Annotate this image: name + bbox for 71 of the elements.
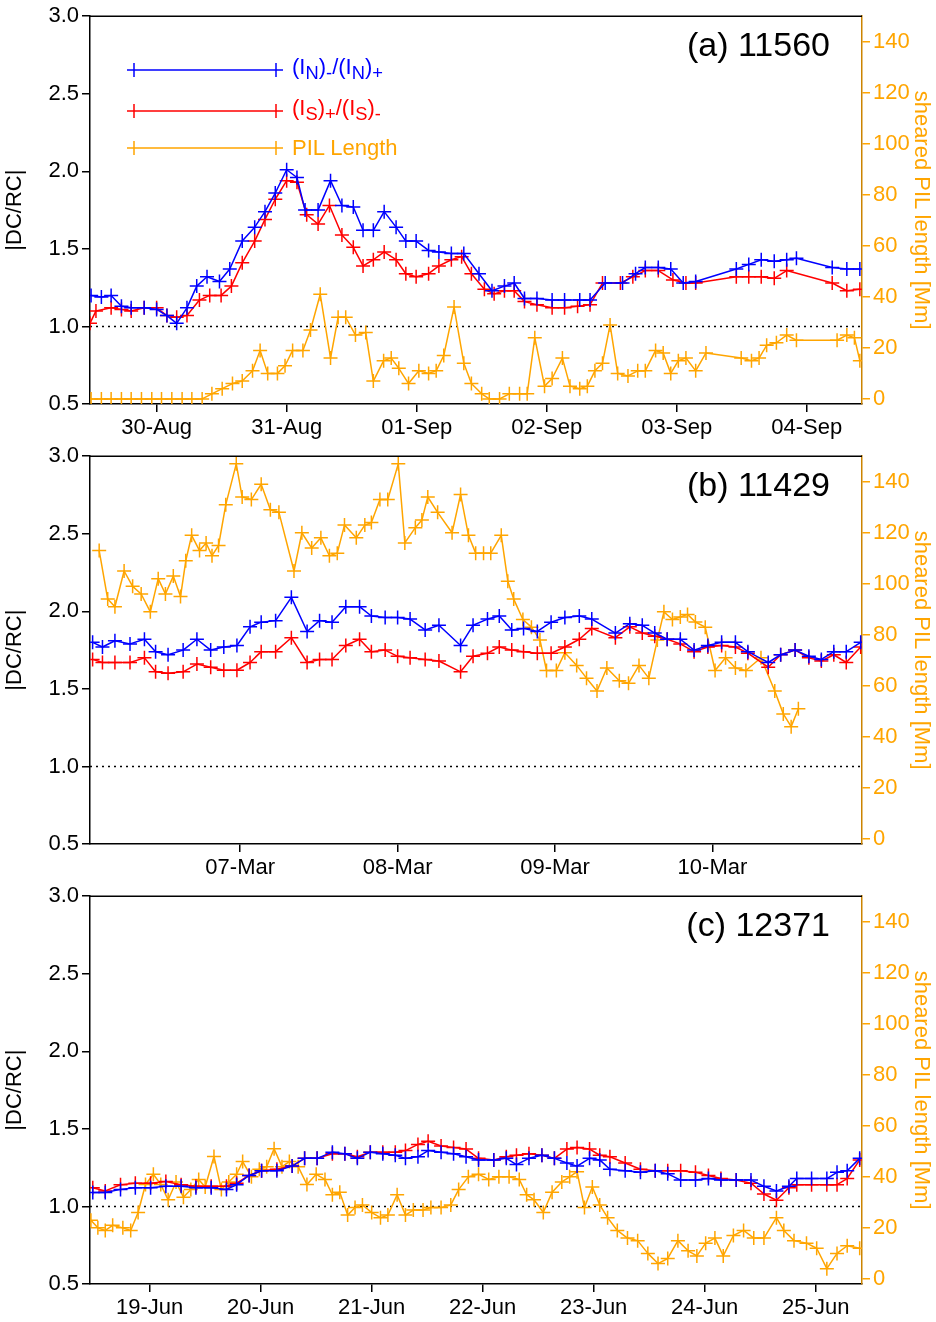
- x-tick-label: 30-Aug: [121, 414, 193, 440]
- y-tick-label: 1.0: [48, 752, 79, 778]
- x-tick-label: 10-Mar: [677, 854, 748, 880]
- y2-axis-title: sheared PIL length [Mm]: [909, 530, 935, 770]
- y2-tick-label: 60: [873, 231, 898, 257]
- y-tick-label: 0.5: [48, 830, 79, 856]
- y-tick-label: 1.5: [48, 234, 79, 260]
- x-tick-label: 02-Sep: [511, 414, 583, 440]
- x-tick-label: 21-Jun: [338, 1294, 406, 1320]
- y2-tick-label: 80: [873, 180, 898, 206]
- y2-tick-label: 60: [873, 1111, 898, 1137]
- x-tick-label: 03-Sep: [641, 414, 713, 440]
- y2-tick-label: 0: [873, 384, 886, 410]
- y-tick-label: 1.5: [48, 674, 79, 700]
- x-tick-label: 04-Sep: [771, 414, 843, 440]
- x-tick-label: 22-Jun: [449, 1294, 517, 1320]
- y-tick-label: 3.0: [48, 882, 79, 908]
- y2-tick-label: 20: [873, 333, 898, 359]
- y-tick-label: 0.5: [48, 390, 79, 416]
- y2-tick-label: 140: [873, 467, 910, 493]
- y2-tick-label: 100: [873, 569, 910, 595]
- y2-tick-label: 40: [873, 282, 898, 308]
- y-axis-title: |DC/RC|: [1, 609, 27, 691]
- y2-tick-label: 140: [873, 907, 910, 933]
- x-tick-label: 19-Jun: [116, 1294, 184, 1320]
- chart-title: (c) 12371: [686, 905, 830, 944]
- x-tick-label: 31-Aug: [251, 414, 323, 440]
- y-tick-label: 2.0: [48, 597, 79, 623]
- y-tick-label: 2.5: [48, 79, 79, 105]
- y-tick-label: 1.0: [48, 1192, 79, 1218]
- y2-tick-label: 120: [873, 78, 910, 104]
- x-tick-label: 24-Jun: [671, 1294, 739, 1320]
- chart-title: (a) 11560: [686, 25, 830, 64]
- x-tick-label: 08-Mar: [362, 854, 433, 880]
- x-tick-label: 23-Jun: [560, 1294, 628, 1320]
- y-axis-title: |DC/RC|: [1, 169, 27, 251]
- x-tick-label: 01-Sep: [381, 414, 453, 440]
- y2-tick-label: 40: [873, 722, 898, 748]
- x-tick-label: 09-Mar: [520, 854, 590, 880]
- legend-label: PIL Length: [292, 133, 398, 162]
- y2-tick-label: 20: [873, 1213, 898, 1239]
- y2-tick-label: 40: [873, 1162, 898, 1188]
- x-tick-label: 25-Jun: [782, 1294, 850, 1320]
- y2-tick-label: 100: [873, 129, 910, 155]
- y-tick-label: 3.0: [48, 2, 79, 28]
- y2-tick-label: 60: [873, 671, 898, 697]
- y2-tick-label: 0: [873, 824, 886, 850]
- y2-axis-title: sheared PIL length [Mm]: [909, 970, 935, 1210]
- x-tick-label: 07-Mar: [205, 854, 276, 880]
- chart-title: (b) 11429: [686, 465, 830, 504]
- y2-tick-label: 80: [873, 620, 898, 646]
- y-tick-label: 2.0: [48, 1037, 79, 1063]
- y-tick-label: 2.5: [48, 959, 79, 985]
- x-tick-label: 20-Jun: [227, 1294, 295, 1320]
- y2-tick-label: 20: [873, 773, 898, 799]
- y-tick-label: 2.5: [48, 519, 79, 545]
- y2-tick-label: 120: [873, 958, 910, 984]
- y2-axis-title: sheared PIL length [Mm]: [909, 90, 935, 330]
- y2-tick-label: 0: [873, 1264, 886, 1290]
- y-tick-label: 2.0: [48, 157, 79, 183]
- legend-label: (I$_{N}$)$_{-}$/(I$_{N}$)$_{+}$: [292, 53, 383, 86]
- y2-tick-label: 140: [873, 27, 910, 53]
- y-tick-label: 1.5: [48, 1114, 79, 1140]
- y-axis-title: |DC/RC|: [1, 1049, 27, 1131]
- legend-label: (I$_{S}$)$_{+}$/(I$_{S}$)$_{-}$: [292, 93, 381, 126]
- y2-tick-label: 100: [873, 1009, 910, 1035]
- y-tick-label: 3.0: [48, 442, 79, 468]
- y-tick-label: 1.0: [48, 312, 79, 338]
- y2-tick-label: 80: [873, 1060, 898, 1086]
- y-tick-label: 0.5: [48, 1270, 79, 1296]
- y2-tick-label: 120: [873, 518, 910, 544]
